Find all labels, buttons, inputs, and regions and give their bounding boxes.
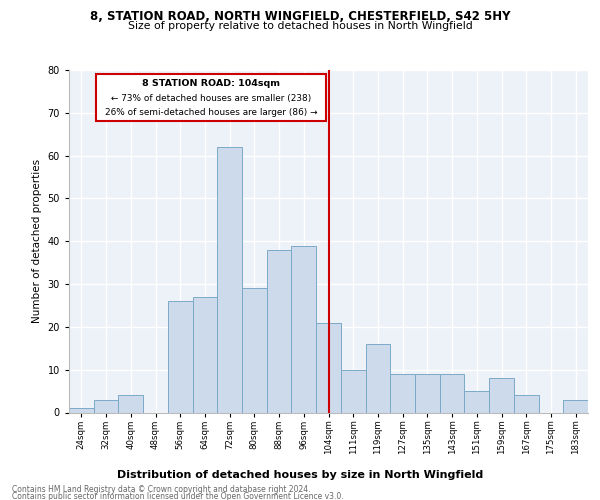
- Bar: [242, 288, 267, 412]
- Bar: [341, 370, 365, 412]
- Y-axis label: Number of detached properties: Number of detached properties: [32, 159, 42, 324]
- Text: Contains public sector information licensed under the Open Government Licence v3: Contains public sector information licen…: [12, 492, 344, 500]
- Bar: [316, 322, 341, 412]
- Text: Size of property relative to detached houses in North Wingfield: Size of property relative to detached ho…: [128, 21, 472, 31]
- Text: 8, STATION ROAD, NORTH WINGFIELD, CHESTERFIELD, S42 5HY: 8, STATION ROAD, NORTH WINGFIELD, CHESTE…: [90, 10, 510, 23]
- Bar: [267, 250, 292, 412]
- Bar: [464, 391, 489, 412]
- Bar: [118, 396, 143, 412]
- Bar: [94, 400, 118, 412]
- Text: 26% of semi-detached houses are larger (86) →: 26% of semi-detached houses are larger (…: [105, 108, 317, 116]
- Bar: [563, 400, 588, 412]
- Bar: [365, 344, 390, 412]
- Bar: [217, 147, 242, 412]
- Text: Distribution of detached houses by size in North Wingfield: Distribution of detached houses by size …: [117, 470, 483, 480]
- Bar: [415, 374, 440, 412]
- Bar: [193, 297, 217, 412]
- Bar: [168, 301, 193, 412]
- Bar: [440, 374, 464, 412]
- Bar: [514, 396, 539, 412]
- Bar: [390, 374, 415, 412]
- Text: 8 STATION ROAD: 104sqm: 8 STATION ROAD: 104sqm: [142, 80, 280, 88]
- Bar: [292, 246, 316, 412]
- Bar: [489, 378, 514, 412]
- FancyBboxPatch shape: [96, 74, 326, 122]
- Text: Contains HM Land Registry data © Crown copyright and database right 2024.: Contains HM Land Registry data © Crown c…: [12, 485, 311, 494]
- Bar: [69, 408, 94, 412]
- Text: ← 73% of detached houses are smaller (238): ← 73% of detached houses are smaller (23…: [111, 94, 311, 102]
